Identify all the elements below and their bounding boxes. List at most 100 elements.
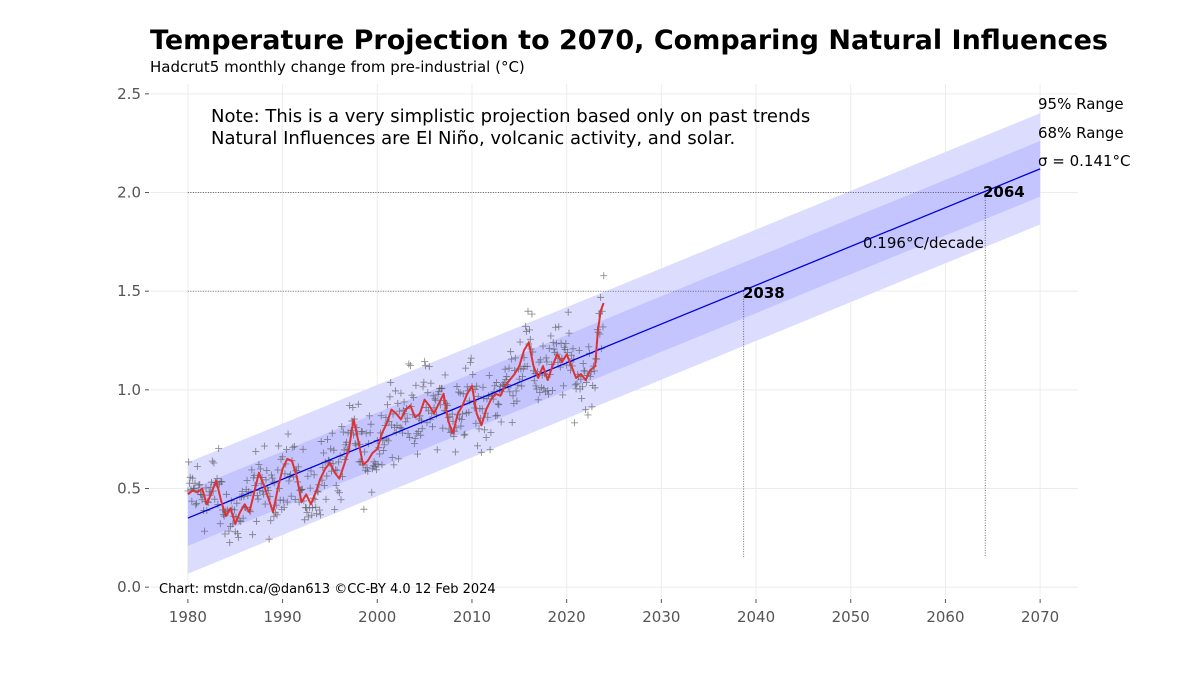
chart-credit: Chart: mstdn.ca/@dan613 ©CC-BY 4.0 12 Fe… [159,582,496,597]
monthly-point [487,429,495,437]
monthly-point [250,471,258,479]
monthly-point [230,506,238,514]
monthly-point [591,384,599,392]
monthly-point [537,356,545,364]
monthly-point [411,434,419,442]
monthly-point [545,390,553,398]
monthly-point [388,453,396,461]
monthly-point [421,362,429,370]
monthly-point [518,382,526,390]
monthly-point [400,398,408,406]
monthly-point [584,411,592,419]
monthly-point [522,327,530,335]
monthly-point [281,470,289,478]
monthly-point [332,481,340,489]
monthly-point [562,340,570,348]
monthly-point [223,490,231,498]
x-tick-label: 2030 [642,608,680,626]
monthly-point [599,323,607,331]
monthly-point [497,418,505,426]
monthly-point [208,457,216,465]
monthly-point [467,354,475,362]
monthly-point [588,403,596,411]
monthly-point [506,388,514,396]
monthly-point [351,439,359,447]
monthly-point [404,430,412,438]
x-tick-label: 2000 [358,608,396,626]
y-tick-label: 2.0 [117,184,141,202]
monthly-point [456,389,464,397]
monthly-point [420,378,428,386]
monthly-point [530,377,538,385]
monthly-point [322,495,330,503]
monthly-point [523,362,531,370]
monthly-point [534,396,542,404]
rate-label: 0.196°C/decade [863,234,984,252]
monthly-point [559,391,567,399]
monthly-point [516,338,524,346]
monthly-point [238,487,246,495]
monthly-point [234,533,242,541]
monthly-point [255,461,263,469]
monthly-point [491,382,499,390]
monthly-point [526,335,534,343]
monthly-point [362,429,370,437]
monthly-point [273,511,281,519]
monthly-point [299,445,307,453]
monthly-point [294,463,302,471]
monthly-point [316,506,324,514]
monthly-point [316,511,324,519]
monthly-point [304,472,312,480]
monthly-point [327,445,335,453]
monthly-point [414,427,422,435]
monthly-point [569,345,577,353]
monthly-point [254,495,262,503]
x-tick-label: 1990 [263,608,301,626]
monthly-point [402,418,410,426]
monthly-point [485,371,493,379]
monthly-point [274,466,282,474]
note-line-2: Natural Influences are El Niño, volcanic… [211,128,735,149]
monthly-point [384,401,392,409]
monthly-point [253,517,261,525]
x-tick-label: 2020 [548,608,586,626]
monthly-point [461,430,469,438]
monthly-point [283,445,291,453]
monthly-point [360,505,368,513]
monthly-point [526,326,534,334]
monthly-point [539,342,547,350]
monthly-point [427,379,435,387]
monthly-point [285,477,293,485]
x-tick-label: 2060 [926,608,964,626]
monthly-point [335,458,343,466]
monthly-point [234,529,242,537]
monthly-point [429,392,437,400]
monthly-point [533,385,541,393]
y-tick-label: 2.5 [117,85,141,103]
monthly-point [364,467,372,475]
monthly-point [217,477,225,485]
monthly-point [378,461,386,469]
threshold-lines [187,192,986,558]
monthly-point [473,382,481,390]
monthly-point [555,323,563,331]
monthly-point [438,384,446,392]
monthly-point [185,458,193,466]
monthly-point [188,497,196,505]
monthly-point [455,388,463,396]
monthly-point [460,431,468,439]
monthly-point [478,405,486,413]
monthly-point [346,402,354,410]
monthly-point [365,412,373,420]
monthly-point [439,424,447,432]
monthly-point [548,387,556,395]
monthly-point [597,293,605,301]
monthly-point [483,395,491,403]
monthly-point [308,511,316,519]
monthly-point [465,408,473,416]
monthly-point [507,355,515,363]
monthly-point [503,372,511,380]
chart-subtitle: Hadcrut5 monthly change from pre-industr… [150,58,525,76]
monthly-point [320,449,328,457]
monthly-point [552,323,560,331]
